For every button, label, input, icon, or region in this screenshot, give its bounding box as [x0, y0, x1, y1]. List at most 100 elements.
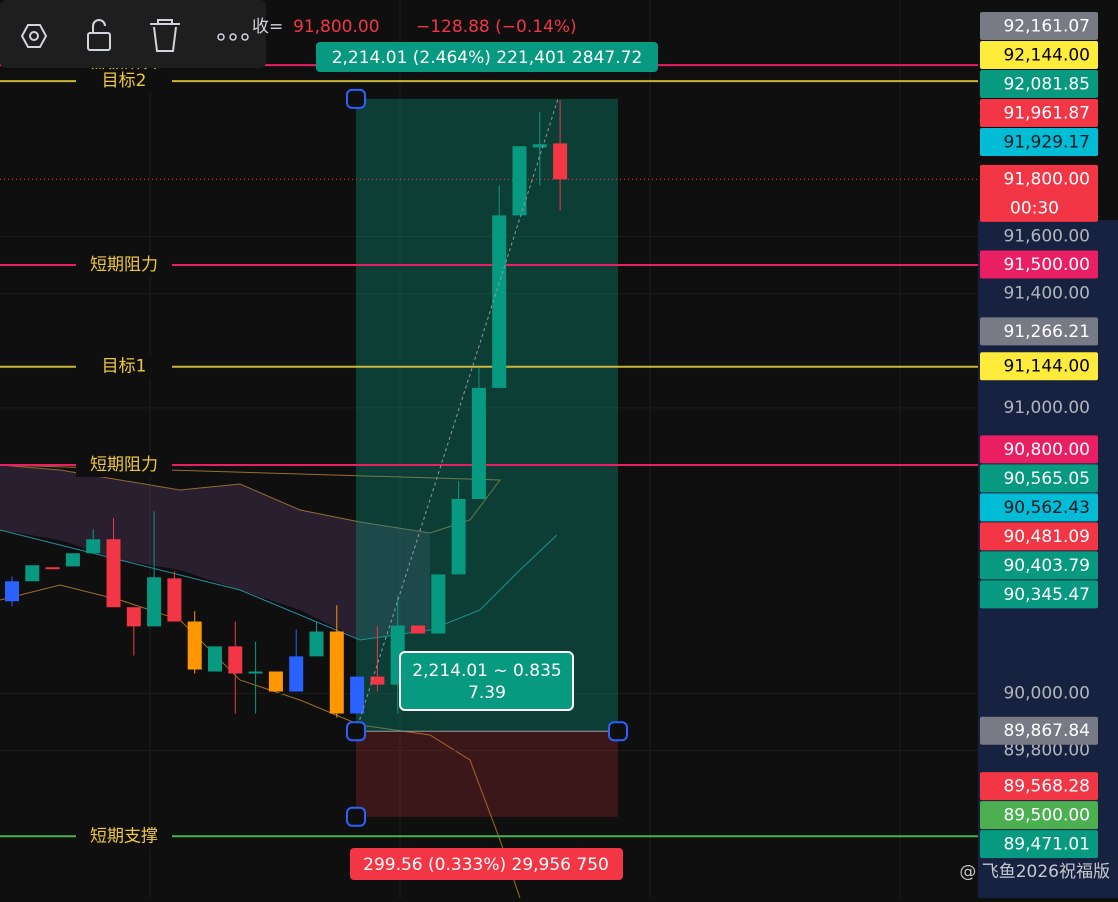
level-label: 短期支撑: [90, 826, 158, 846]
price-tag-label: 90,403.79: [1003, 556, 1090, 576]
candle-body: [492, 215, 507, 388]
candle-body: [268, 671, 283, 692]
price-tag: [980, 830, 1098, 859]
unlock-icon[interactable]: [87, 32, 111, 51]
header-label: 收=: [252, 17, 283, 37]
price-tag: [980, 250, 1098, 279]
trend-dash: [355, 98, 559, 732]
price-tag: [980, 164, 1098, 222]
price-tag: [980, 127, 1098, 156]
settings-icon[interactable]: [20, 24, 48, 48]
candle-body: [350, 676, 365, 714]
level-label-bg: [76, 354, 172, 379]
candle-body: [208, 646, 222, 672]
candle-body: [329, 631, 344, 714]
price-tag: [980, 464, 1098, 493]
grid: [149, 0, 901, 898]
toolbar-bg: [0, 0, 266, 68]
header-close: 91,800.00: [293, 17, 380, 37]
plot: 89,800.00 90,000.00 91,000.00 91,400.00 91,6…: [0, 11, 1110, 882]
candle-body: [106, 539, 121, 608]
level-label: 目标2: [102, 71, 147, 91]
toolbar: [0, 0, 266, 68]
price-tag-label: 91,800.00: [1003, 169, 1090, 189]
price-tag-label: 92,081.85: [1003, 74, 1090, 94]
level-label-bg: [76, 452, 172, 477]
price-tag-label: 91,144.00: [1003, 357, 1090, 377]
price-tag: [980, 580, 1098, 609]
price-tag: [980, 522, 1098, 551]
drag-handle[interactable]: [346, 88, 366, 109]
price-tag: [980, 435, 1098, 464]
price-tag-label: 89,867.84: [1003, 721, 1090, 741]
candle-body: [370, 676, 385, 685]
more-icon[interactable]: [217, 33, 249, 41]
price-tag-label: 90,345.47: [1003, 585, 1090, 605]
candle-body: [309, 631, 324, 657]
level-label-bg: [76, 253, 172, 278]
drag-handle[interactable]: [346, 721, 366, 742]
candle-body: [147, 577, 162, 627]
price-tag: [980, 69, 1098, 98]
ratio-label-bg: [399, 651, 574, 711]
level-label-bg: [76, 69, 172, 94]
candle-body: [553, 143, 568, 180]
price-tag: [980, 98, 1098, 127]
price-tag: [980, 11, 1098, 40]
band-lower: [0, 584, 521, 899]
candle-body: [431, 574, 446, 634]
candle-body: [471, 387, 486, 499]
candle-body: [228, 646, 243, 674]
drag-handle[interactable]: [608, 721, 628, 742]
candle-body: [289, 656, 304, 692]
target-label-bg: [316, 42, 658, 72]
price-tag-label: 92,161.07: [1003, 16, 1090, 36]
candle-body: [45, 567, 60, 570]
price-tag-label: 91,961.87: [1003, 103, 1090, 123]
header-change: −128.88 (−0.14%): [416, 17, 577, 37]
price-tag: [980, 493, 1098, 522]
target-label: 2,214.01 (2.464%) 221,401 2847.72: [332, 48, 643, 68]
unlock-shackle: [92, 19, 106, 33]
candle-body: [451, 498, 466, 575]
y-tick-label: 91,000.00: [1003, 398, 1090, 418]
level-label-bg: [76, 824, 172, 849]
candle-body: [187, 621, 202, 670]
candle-body: [126, 607, 141, 627]
candle-body: [411, 625, 425, 634]
candle-body: [5, 581, 19, 602]
stop-label: 299.56 (0.333%) 29,956 750: [363, 855, 609, 875]
price-tag-label: 90,800.00: [1003, 440, 1090, 460]
loss-zone: [356, 731, 618, 817]
ratio-label: 2,214.01 ~ 0.835: [412, 661, 561, 681]
price-tag-label: 90,562.43: [1003, 498, 1090, 518]
delete-icon[interactable]: [150, 19, 180, 52]
y-tick-label: 90,000.00: [1003, 683, 1090, 703]
price-tag-label: 89,471.01: [1003, 835, 1090, 855]
drag-handle[interactable]: [346, 806, 366, 827]
level-label: 短期阻力: [90, 455, 158, 475]
band-fill: [0, 465, 430, 640]
price-tag: [980, 40, 1098, 69]
price-tag: [980, 801, 1098, 830]
price-tag: [980, 317, 1098, 346]
candle-body: [65, 553, 80, 567]
candle-body: [86, 539, 101, 554]
candle-body: [532, 144, 547, 148]
watermark: @ 飞鱼2026祝福版: [959, 862, 1110, 882]
y-tick-label: 89,800.00: [1003, 741, 1090, 761]
candle-body: [25, 565, 40, 582]
price-tag-label: 92,144.00: [1003, 45, 1090, 65]
price-tag-label: 91,266.21: [1003, 322, 1090, 342]
stop-label-bg: [350, 848, 623, 880]
price-tag: [980, 352, 1098, 381]
price-tag: [980, 772, 1098, 801]
level-label: 目标1: [102, 357, 147, 377]
price-tag-label: 90,565.05: [1003, 469, 1090, 489]
candle-body: [167, 578, 182, 622]
settings-icon-center: [29, 31, 39, 41]
candle-body: [512, 146, 527, 216]
y-tick-label: 91,400.00: [1003, 284, 1090, 304]
price-tag-label: 89,568.28: [1003, 777, 1090, 797]
